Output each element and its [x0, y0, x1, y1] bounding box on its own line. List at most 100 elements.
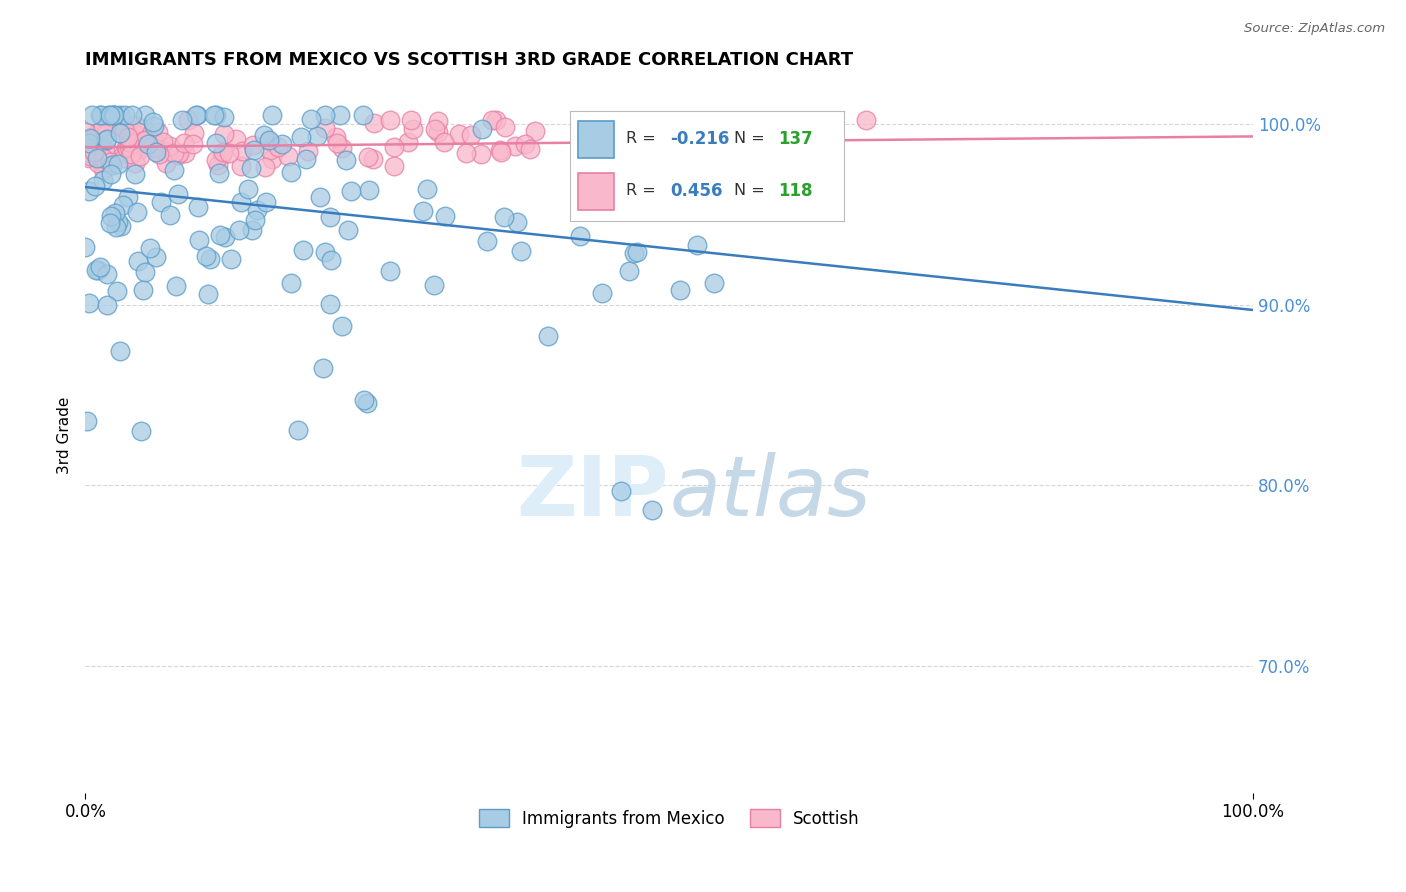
Point	[98, 154, 121, 169]
Point	[172, 112, 194, 127]
Point	[717, 129, 740, 144]
Point	[246, 202, 269, 217]
Point	[212, 127, 235, 141]
Point	[111, 198, 134, 212]
Point	[93, 143, 115, 157]
Point	[86, 156, 108, 170]
Point	[659, 136, 682, 150]
Point	[357, 150, 380, 164]
Point	[75, 239, 97, 253]
Point	[77, 151, 100, 165]
Point	[314, 120, 336, 135]
Point	[107, 215, 129, 229]
Point	[200, 252, 222, 267]
Point	[124, 126, 146, 140]
Point	[148, 124, 170, 138]
Point	[105, 284, 128, 298]
Point	[187, 233, 209, 247]
Point	[89, 260, 111, 275]
Point	[337, 223, 360, 237]
Point	[138, 137, 160, 152]
Point	[326, 136, 349, 150]
Point	[87, 125, 110, 139]
Point	[86, 263, 108, 277]
Point	[80, 147, 103, 161]
Point	[145, 140, 167, 154]
Text: IMMIGRANTS FROM MEXICO VS SCOTTISH 3RD GRADE CORRELATION CHART: IMMIGRANTS FROM MEXICO VS SCOTTISH 3RD G…	[86, 51, 853, 69]
Point	[589, 122, 612, 136]
Point	[128, 139, 150, 153]
Point	[489, 145, 512, 159]
Point	[128, 149, 150, 163]
Point	[262, 152, 284, 166]
Point	[76, 414, 98, 428]
Point	[142, 119, 165, 133]
Point	[295, 152, 318, 166]
Point	[114, 139, 136, 153]
Point	[159, 207, 181, 221]
Point	[108, 344, 131, 359]
Point	[107, 157, 129, 171]
Point	[290, 130, 312, 145]
Point	[80, 108, 103, 122]
Point	[100, 209, 122, 223]
Point	[574, 185, 596, 199]
Point	[112, 146, 135, 161]
Point	[384, 159, 406, 173]
Point	[77, 141, 100, 155]
Point	[243, 143, 266, 157]
Point	[183, 126, 205, 140]
Point	[187, 200, 209, 214]
Point	[129, 424, 152, 438]
Point	[150, 194, 173, 209]
Point	[353, 392, 375, 407]
Point	[253, 160, 276, 174]
Point	[107, 118, 129, 132]
Point	[610, 483, 633, 498]
Point	[297, 145, 319, 159]
Point	[93, 127, 115, 141]
Point	[271, 137, 294, 152]
Point	[416, 182, 439, 196]
Point	[537, 329, 560, 343]
Point	[277, 149, 299, 163]
Point	[519, 142, 541, 156]
Point	[238, 182, 260, 196]
Point	[523, 124, 546, 138]
Point	[79, 131, 101, 145]
Point	[471, 122, 494, 136]
Point	[340, 184, 363, 198]
Point	[91, 161, 114, 176]
Point	[89, 153, 111, 168]
Point	[148, 147, 170, 161]
Point	[100, 216, 122, 230]
Point	[485, 113, 508, 128]
Point	[779, 137, 801, 152]
Point	[449, 127, 471, 141]
Point	[503, 138, 526, 153]
Point	[96, 131, 118, 145]
Point	[240, 223, 263, 237]
Point	[287, 423, 309, 437]
Point	[280, 165, 302, 179]
Point	[494, 211, 516, 225]
Point	[855, 113, 877, 128]
Point	[173, 136, 195, 151]
Point	[124, 156, 146, 170]
Point	[118, 139, 141, 153]
Point	[98, 108, 121, 122]
Point	[83, 178, 105, 193]
Point	[636, 182, 658, 196]
Point	[703, 276, 725, 290]
Point	[254, 195, 277, 210]
Point	[319, 253, 342, 268]
Point	[159, 138, 181, 153]
Point	[378, 264, 401, 278]
Point	[97, 108, 120, 122]
Point	[352, 108, 374, 122]
Point	[299, 112, 322, 126]
Point	[82, 132, 104, 146]
Point	[329, 108, 352, 122]
Point	[211, 145, 233, 159]
Point	[211, 148, 233, 162]
